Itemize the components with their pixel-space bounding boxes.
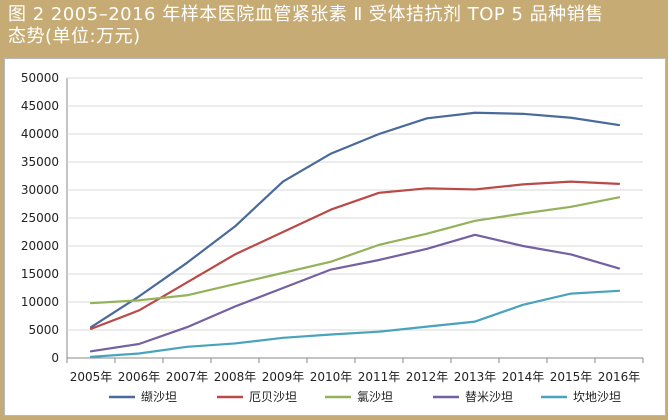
y-tick-label: 10000 — [21, 295, 59, 309]
data-point — [522, 304, 524, 306]
series-line-1 — [89, 111, 621, 329]
x-tick-label: 2008年 — [214, 370, 257, 384]
x-tick-label: 2016年 — [598, 370, 641, 384]
data-point — [570, 180, 572, 183]
data-point — [474, 220, 476, 222]
series-line-3 — [89, 196, 621, 305]
y-tick-label: 30000 — [21, 183, 59, 197]
data-point — [378, 330, 380, 333]
data-point — [522, 212, 524, 215]
data-point — [282, 272, 284, 274]
figure-title: 图 2 2005–2016 年样本医院血管紧张素 Ⅱ 受体拮抗剂 TOP 5 品… — [8, 4, 660, 48]
data-point — [282, 180, 284, 183]
y-tick-label: 20000 — [21, 239, 59, 253]
data-point — [186, 294, 188, 297]
x-tick-label: 2014年 — [502, 370, 545, 384]
data-point — [282, 337, 284, 339]
data-point — [330, 208, 332, 211]
data-point — [330, 333, 332, 336]
series-line-5 — [89, 289, 621, 358]
data-point — [618, 183, 620, 185]
data-point — [426, 117, 428, 120]
legend-label: 厄贝沙坦 — [249, 390, 297, 404]
data-point — [618, 267, 620, 270]
legend-label: 缬沙坦 — [141, 390, 177, 404]
data-point — [234, 305, 236, 308]
data-point — [378, 133, 380, 135]
data-point — [570, 116, 572, 119]
x-tick-label: 2012年 — [406, 370, 449, 384]
legend-label: 替米沙坦 — [465, 390, 513, 404]
data-point — [522, 245, 524, 247]
x-tick-label: 2011年 — [358, 370, 401, 384]
data-point — [618, 290, 620, 292]
data-point — [138, 295, 140, 298]
x-tick-label: 2009年 — [262, 370, 305, 384]
x-tick-label: 2005年 — [70, 370, 113, 384]
data-point — [426, 187, 428, 190]
data-point — [138, 343, 140, 345]
data-point — [330, 152, 332, 155]
series-line-4 — [89, 233, 621, 353]
data-point — [186, 346, 188, 348]
data-point — [570, 292, 572, 295]
data-point — [90, 350, 92, 353]
data-point — [522, 113, 524, 115]
data-point — [618, 196, 620, 199]
y-tick-label: 15000 — [21, 267, 59, 281]
data-point — [234, 225, 236, 228]
data-point — [90, 302, 92, 304]
data-point — [330, 260, 332, 263]
line-chart: 0 5000 10000 15000 20000 25000 30000 35000 40000… — [21, 71, 644, 404]
data-point — [426, 232, 428, 235]
data-point — [138, 352, 140, 355]
data-point — [522, 183, 524, 186]
data-point — [330, 268, 332, 271]
data-point — [234, 253, 236, 256]
x-tick-label: 2010年 — [310, 370, 353, 384]
data-point — [378, 259, 380, 261]
y-tick-label: 40000 — [21, 127, 59, 141]
y-tick-label: 0 — [51, 351, 59, 365]
data-point — [378, 192, 380, 194]
data-point — [138, 299, 140, 302]
y-tick-label: 45000 — [21, 99, 59, 113]
data-point — [426, 325, 428, 328]
legend-label: 氯沙坦 — [357, 390, 393, 404]
data-point — [474, 111, 476, 114]
y-tick-label: 25000 — [21, 211, 59, 225]
data-point — [282, 231, 284, 233]
x-tick-label: 2007年 — [166, 370, 209, 384]
data-point — [138, 309, 140, 312]
y-tick-label: 35000 — [21, 155, 59, 169]
data-point — [90, 356, 92, 358]
data-point — [234, 283, 236, 285]
x-tick-label: 2013年 — [454, 370, 497, 384]
data-point — [186, 262, 188, 264]
data-point — [186, 281, 188, 284]
series-line-2 — [89, 180, 621, 330]
y-tick-label: 50000 — [21, 71, 59, 85]
legend-label: 坎地沙坦 — [573, 390, 621, 404]
figure-title-line-1: 图 2 2005–2016 年样本医院血管紧张素 Ⅱ 受体拮抗剂 TOP 5 品… — [8, 4, 604, 25]
data-point — [378, 244, 380, 246]
figure-title-line-2: 态势(单位:万元) — [8, 26, 141, 47]
y-tick-label: 5000 — [28, 323, 59, 337]
data-point — [186, 326, 188, 329]
data-point — [570, 253, 572, 256]
data-point — [426, 248, 428, 250]
data-point — [474, 188, 476, 191]
data-point — [282, 287, 284, 289]
data-point — [474, 320, 476, 323]
chart-panel: 0 5000 10000 15000 20000 25000 30000 35000 40000… — [4, 58, 666, 416]
data-point — [618, 124, 620, 126]
data-point — [90, 328, 92, 330]
data-point — [234, 342, 236, 345]
data-point — [474, 234, 476, 236]
x-tick-label: 2015年 — [550, 370, 593, 384]
data-point — [570, 206, 572, 208]
x-tick-label: 2006年 — [118, 370, 161, 384]
